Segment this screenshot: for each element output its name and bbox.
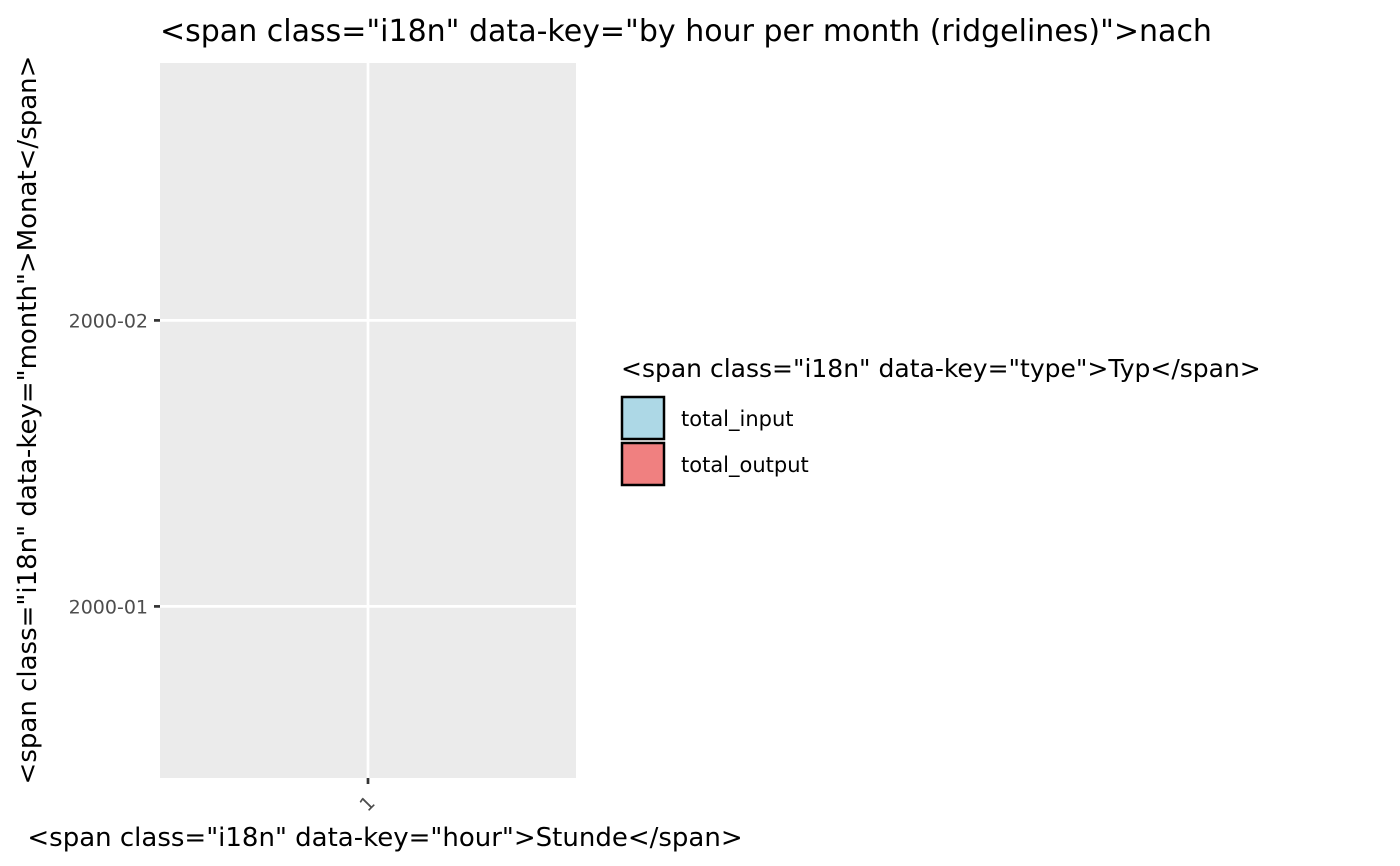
y-axis: 2000-01 2000-02 [69,310,160,618]
y-tick-label: 2000-01 [69,596,148,618]
x-tick-label: 1 [355,792,379,816]
gridlines [160,63,576,778]
legend-swatch-total_input [620,395,666,441]
y-tick-label: 2000-02 [69,310,148,332]
legend-swatch-total_output [620,441,666,487]
legend-label-total_output: total_output [681,453,809,478]
legend-title: <span class="i18n" data-key="type">Typ</… [621,354,1261,383]
legend: <span class="i18n" data-key="type">Typ</… [620,354,1261,487]
y-axis-label: <span class="i18n" data-key="month">Mona… [13,56,43,785]
legend-label-total_input: total_input [681,407,794,432]
chart-title: <span class="i18n" data-key="by hour per… [160,14,1212,49]
x-axis: 1 [355,778,380,816]
x-axis-label: <span class="i18n" data-key="hour">Stund… [27,823,742,853]
